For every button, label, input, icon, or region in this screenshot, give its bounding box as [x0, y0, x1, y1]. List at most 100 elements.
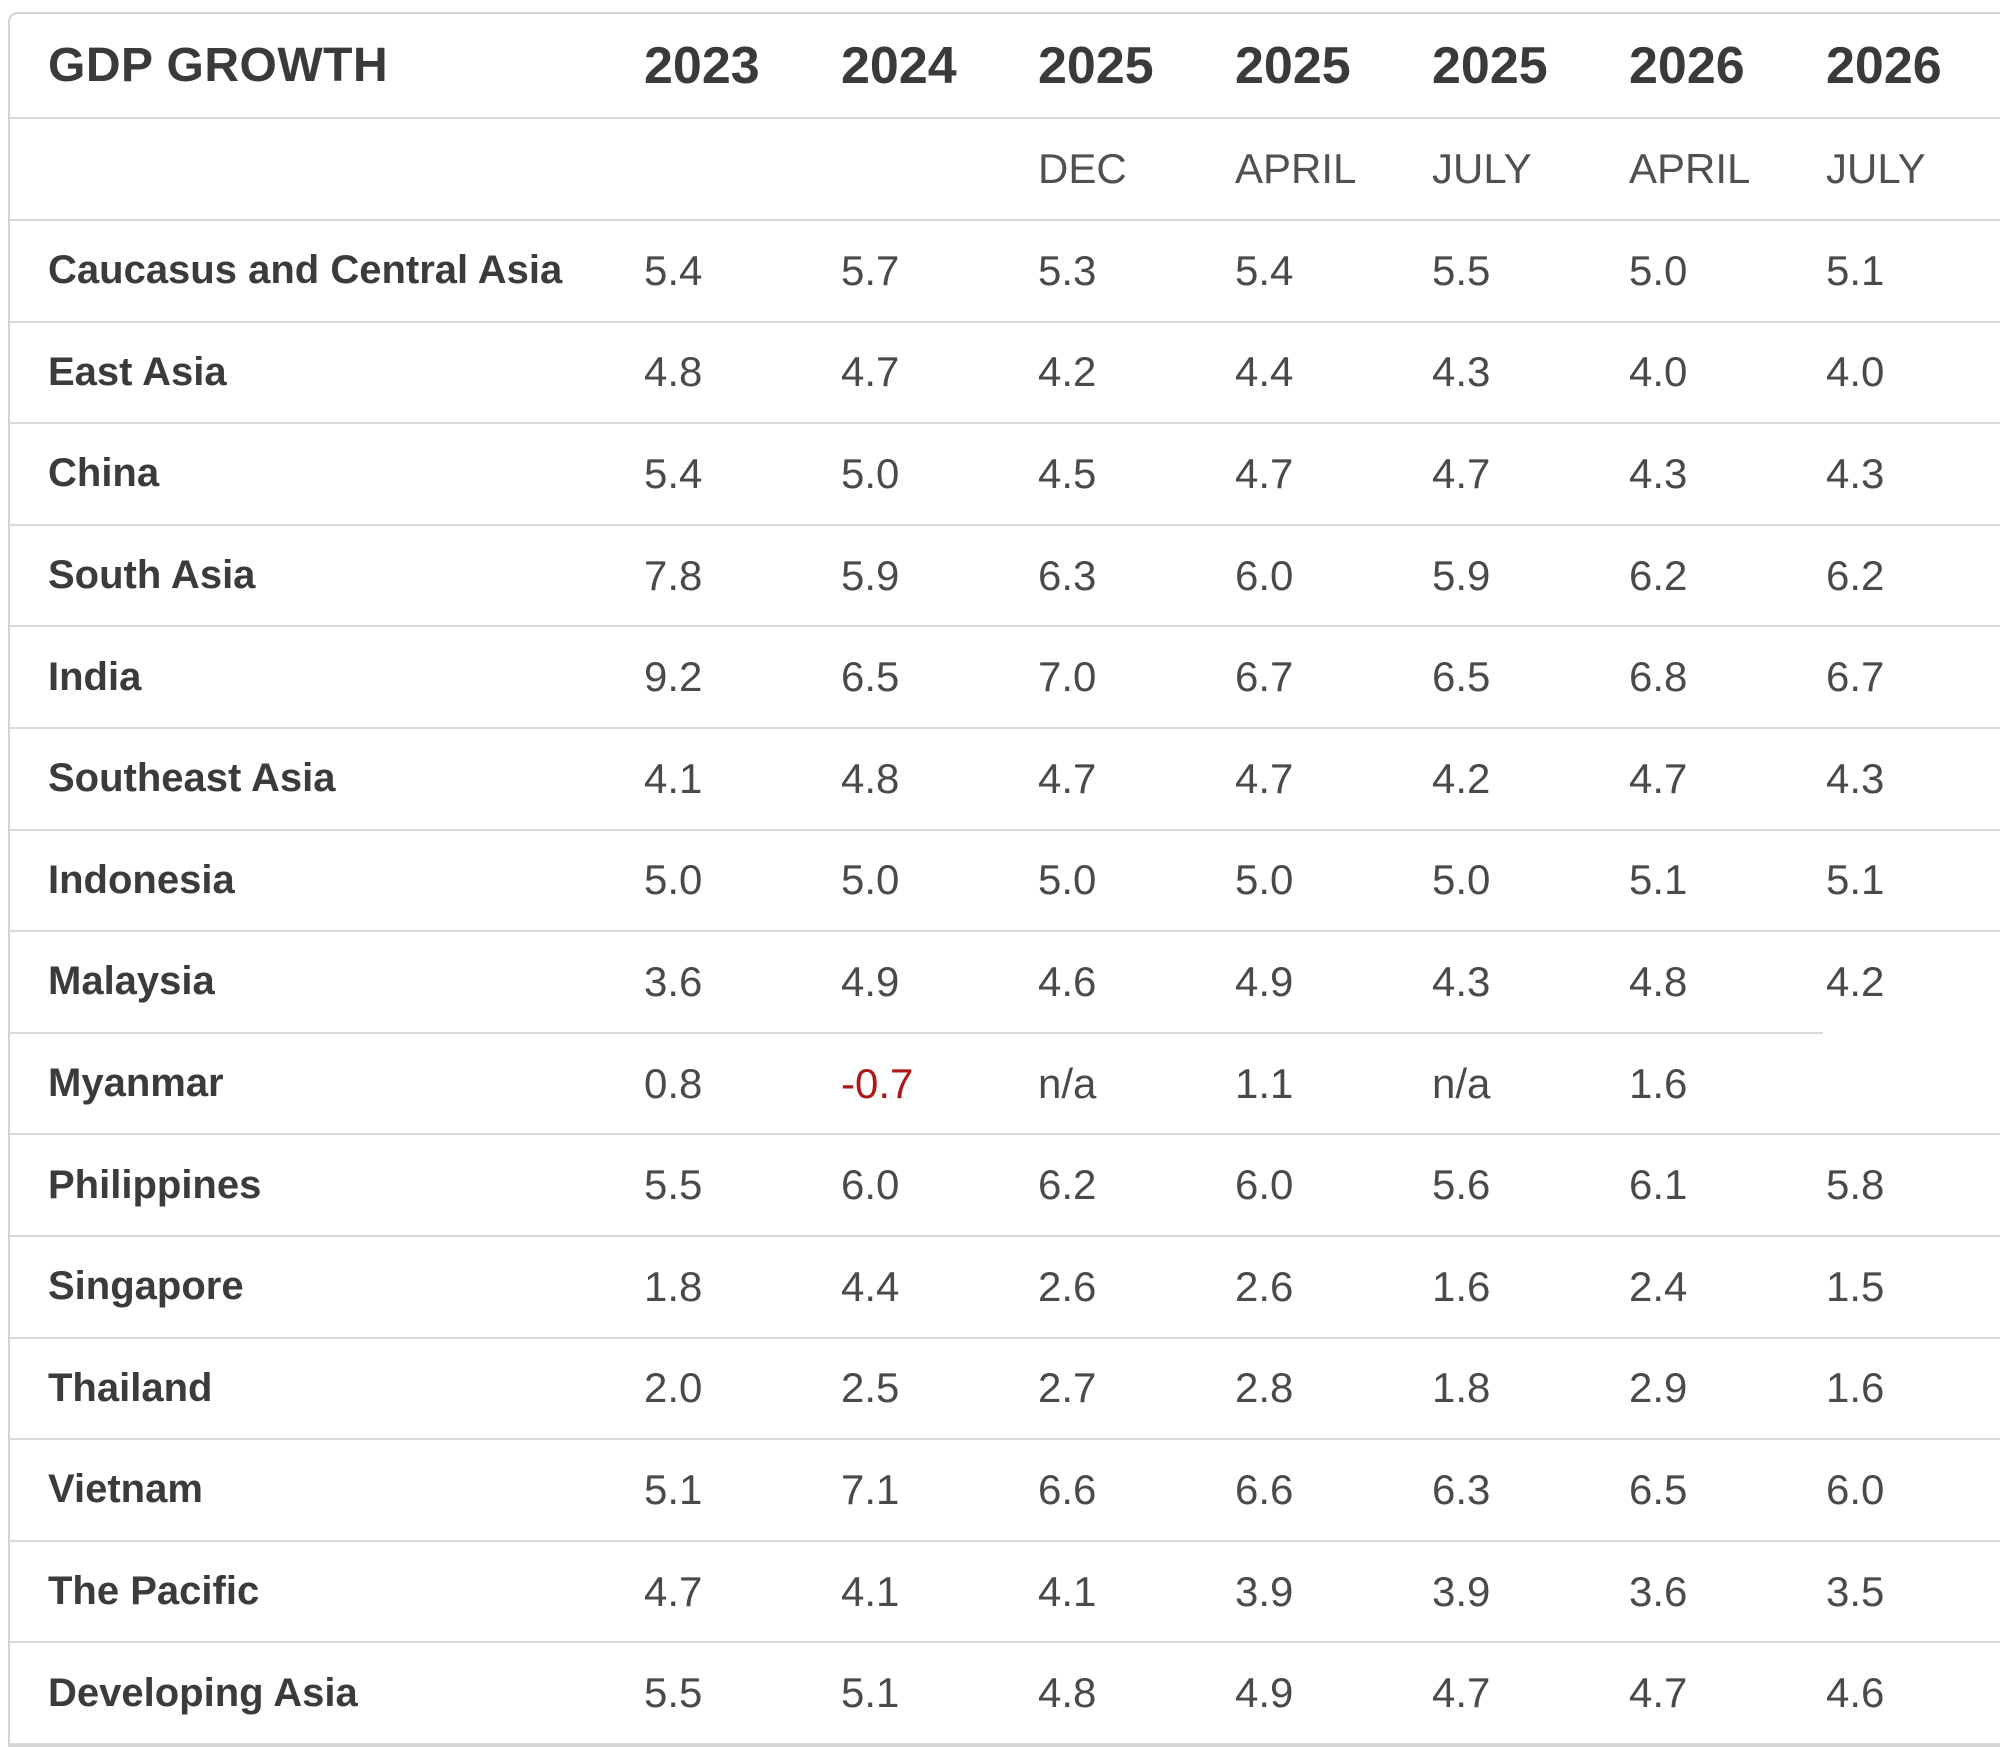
table-body: Caucasus and Central Asia 5.4 5.7 5.3 5.4 5.5…	[10, 219, 2000, 1745]
table-row: East Asia 4.8 4.7 4.2 4.4 4.3 4.0 4.0	[10, 320, 2000, 424]
year-header: 2025	[1038, 36, 1154, 95]
table-title: GDP GROWTH	[48, 39, 389, 92]
growth-value: 4.8	[1626, 930, 1823, 1033]
growth-value: 4.8	[1035, 1641, 1232, 1745]
table-row: The Pacific 4.7 4.1 4.1 3.9 3.9 3.6 3.5	[10, 1539, 2000, 1643]
growth-value: 6.5	[1429, 625, 1626, 728]
table-row: Southeast Asia 4.1 4.8 4.7 4.7 4.2 4.7 4.3	[10, 726, 2000, 830]
growth-value: 6.7	[1232, 625, 1429, 728]
region-label: Singapore	[10, 1234, 641, 1338]
growth-value: 5.7	[838, 219, 1035, 322]
growth-value: 0.8	[641, 1031, 838, 1135]
growth-value: 4.7	[1429, 422, 1626, 525]
region-label: Developing Asia	[10, 1641, 641, 1745]
growth-value: 6.6	[1232, 1438, 1429, 1541]
growth-value: 2.8	[1232, 1336, 1429, 1440]
growth-value: 2.7	[1035, 1336, 1232, 1440]
growth-value: 5.5	[641, 1641, 838, 1745]
table-row: Developing Asia 5.5 5.1 4.8 4.9 4.7 4.7 4.6	[10, 1641, 2000, 1745]
growth-value	[1823, 1033, 2000, 1135]
growth-value: 5.0	[1626, 219, 1823, 322]
region-label: China	[10, 422, 641, 525]
gdp-growth-table: GDP GROWTH 2023 2024 2025 2025 2025 2026…	[10, 14, 2000, 1745]
table-row: Thailand 2.0 2.5 2.7 2.8 1.8 2.9 1.6	[10, 1336, 2000, 1440]
growth-value: 5.4	[641, 219, 838, 322]
growth-value: 1.6	[1626, 1031, 1823, 1135]
growth-value: 5.1	[838, 1641, 1035, 1745]
growth-value: 4.6	[1035, 930, 1232, 1033]
month-header: APRIL	[1232, 117, 1429, 220]
header-row: GDP GROWTH 2023 2024 2025 2025 2025 2026…	[10, 14, 2000, 118]
growth-value: 5.9	[838, 523, 1035, 627]
table-row: Myanmar 0.8 -0.7 n/a 1.1 n/a 1.6	[10, 1031, 2000, 1135]
growth-value: 2.6	[1232, 1234, 1429, 1338]
growth-value: 7.1	[838, 1438, 1035, 1541]
year-header: 2024	[841, 36, 957, 95]
growth-value: 2.4	[1626, 1234, 1823, 1338]
growth-value: 4.9	[1232, 1641, 1429, 1745]
growth-value: 5.0	[838, 422, 1035, 525]
growth-value: 4.7	[1232, 726, 1429, 830]
growth-value: 1.1	[1232, 1031, 1429, 1135]
growth-value: 6.0	[1232, 523, 1429, 627]
growth-value: 5.1	[1823, 219, 2000, 322]
growth-value: 5.0	[1232, 828, 1429, 932]
region-label: Malaysia	[10, 930, 641, 1033]
growth-value: 4.9	[838, 930, 1035, 1033]
growth-value: 5.8	[1823, 1133, 2000, 1236]
growth-value: n/a	[1035, 1031, 1232, 1135]
growth-value: 3.6	[641, 930, 838, 1033]
month-header-row: DEC APRIL JULY APRIL JULY	[10, 117, 2000, 220]
growth-value: 4.9	[1232, 930, 1429, 1033]
growth-value: 1.6	[1429, 1234, 1626, 1338]
month-header	[838, 117, 1035, 220]
region-label: Indonesia	[10, 828, 641, 932]
growth-value: 4.3	[1823, 422, 2000, 525]
growth-value: 4.2	[1429, 726, 1626, 830]
table-row: Caucasus and Central Asia 5.4 5.7 5.3 5.4 5.5…	[10, 219, 2000, 322]
table-row: India 9.2 6.5 7.0 6.7 6.5 6.8 6.7	[10, 625, 2000, 728]
growth-value: 4.3	[1626, 422, 1823, 525]
growth-value: 5.9	[1429, 523, 1626, 627]
growth-value: 5.1	[1823, 828, 2000, 932]
growth-value: 5.4	[641, 422, 838, 525]
growth-value: 1.8	[641, 1234, 838, 1338]
growth-value: 5.0	[1429, 828, 1626, 932]
growth-value: 7.8	[641, 523, 838, 627]
growth-value: 4.7	[1232, 422, 1429, 525]
growth-value: 5.1	[641, 1438, 838, 1541]
growth-value: 4.7	[641, 1539, 838, 1643]
growth-value: 5.6	[1429, 1133, 1626, 1236]
growth-value: -0.7	[838, 1031, 1035, 1135]
region-label: The Pacific	[10, 1539, 641, 1643]
growth-value: 6.0	[838, 1133, 1035, 1236]
growth-value: 5.0	[1035, 828, 1232, 932]
table-row: South Asia 7.8 5.9 6.3 6.0 5.9 6.2 6.2	[10, 523, 2000, 627]
growth-value: 5.5	[1429, 219, 1626, 322]
growth-value: 6.1	[1626, 1133, 1823, 1236]
month-header: APRIL	[1626, 117, 1823, 220]
growth-value: 2.0	[641, 1336, 838, 1440]
region-label: Thailand	[10, 1336, 641, 1440]
month-header: DEC	[1035, 117, 1232, 220]
region-label: Vietnam	[10, 1438, 641, 1541]
growth-value: 6.7	[1823, 625, 2000, 728]
table-row: Indonesia 5.0 5.0 5.0 5.0 5.0 5.1 5.1	[10, 828, 2000, 932]
month-header	[641, 117, 838, 220]
growth-value: 6.5	[838, 625, 1035, 728]
region-label: Caucasus and Central Asia	[10, 219, 641, 322]
growth-value: 5.4	[1232, 219, 1429, 322]
table-frame	[8, 12, 2000, 1747]
growth-value: 4.2	[1035, 320, 1232, 424]
growth-value: 5.0	[641, 828, 838, 932]
growth-value: 3.9	[1232, 1539, 1429, 1643]
growth-value: 2.9	[1626, 1336, 1823, 1440]
table-row: Singapore 1.8 4.4 2.6 2.6 1.6 2.4 1.5	[10, 1234, 2000, 1338]
region-label: East Asia	[10, 320, 641, 424]
table-row: Philippines 5.5 6.0 6.2 6.0 5.6 6.1 5.8	[10, 1133, 2000, 1236]
region-label: Myanmar	[10, 1031, 641, 1135]
growth-value: 5.3	[1035, 219, 1232, 322]
month-header: JULY	[1823, 117, 2000, 220]
growth-value: 2.6	[1035, 1234, 1232, 1338]
growth-value: 4.8	[838, 726, 1035, 830]
